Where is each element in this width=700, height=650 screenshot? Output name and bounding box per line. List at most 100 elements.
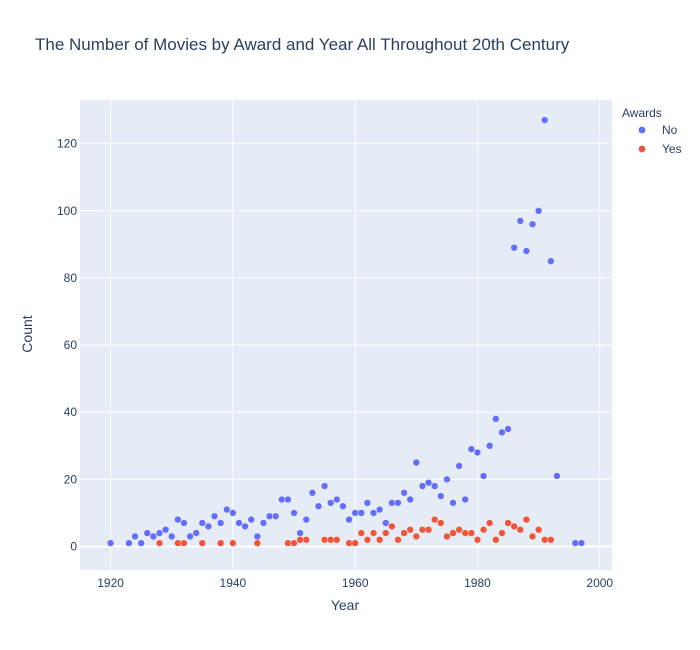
data-point: [278, 495, 286, 504]
data-point: [253, 532, 261, 541]
y-tick-label: 60: [64, 338, 78, 352]
data-point: [174, 539, 182, 547]
data-point: [382, 529, 390, 537]
y-tick-label: 120: [57, 137, 77, 151]
data-point: [302, 536, 310, 544]
data-point: [339, 502, 347, 510]
data-point: [498, 529, 506, 537]
data-point: [314, 502, 323, 510]
data-point: [137, 539, 145, 547]
data-point: [204, 522, 213, 530]
data-point: [259, 519, 268, 527]
data-point: [516, 526, 524, 534]
data-point: [210, 512, 219, 520]
data-point: [535, 207, 543, 215]
data-point: [547, 257, 555, 265]
data-point: [504, 519, 512, 527]
data-point: [357, 529, 365, 537]
data-point: [369, 529, 378, 537]
x-tick-label: 2000: [586, 576, 613, 590]
data-point: [394, 499, 402, 507]
data-point: [180, 519, 188, 527]
data-point: [418, 482, 427, 490]
data-point: [547, 536, 555, 544]
data-point: [192, 529, 200, 537]
y-tick-label: 80: [64, 271, 78, 285]
data-point: [333, 495, 341, 504]
data-point: [577, 539, 586, 547]
y-tick-label: 20: [64, 472, 78, 486]
data-point: [406, 526, 414, 534]
data-point: [265, 512, 274, 520]
data-point: [492, 415, 500, 423]
x-tick-label: 1940: [220, 576, 247, 590]
data-point: [363, 499, 372, 507]
data-point: [449, 529, 457, 537]
data-point: [333, 536, 341, 544]
data-point: [302, 516, 310, 524]
data-point: [290, 539, 298, 547]
plot-area: [80, 100, 612, 570]
data-point: [229, 539, 237, 547]
data-point: [437, 492, 445, 500]
data-point: [327, 499, 335, 507]
data-point: [198, 519, 206, 527]
data-point: [535, 526, 543, 534]
data-point: [241, 522, 249, 530]
chart-title: The Number of Movies by Award and Year A…: [35, 35, 570, 54]
x-tick-label: 1960: [342, 576, 369, 590]
data-point: [400, 489, 408, 497]
data-point: [522, 247, 530, 255]
data-point: [461, 495, 469, 504]
data-point: [424, 479, 433, 487]
data-point: [143, 529, 151, 537]
data-point: [149, 532, 157, 541]
legend-marker: [638, 126, 646, 134]
data-point: [369, 509, 378, 517]
data-point: [412, 532, 420, 541]
data-point: [498, 428, 506, 436]
y-tick-label: 100: [57, 204, 77, 218]
data-point: [186, 532, 194, 541]
legend-title: Awards: [622, 106, 662, 120]
data-point: [351, 539, 359, 547]
y-tick-label: 0: [70, 540, 77, 554]
data-point: [443, 532, 451, 541]
data-point: [320, 536, 329, 544]
data-point: [382, 519, 390, 527]
data-point: [479, 472, 488, 480]
series-yes: [155, 516, 555, 547]
data-point: [449, 499, 457, 507]
data-point: [394, 536, 402, 544]
data-point: [351, 509, 359, 517]
gridlines: [80, 100, 612, 570]
data-point: [388, 499, 396, 507]
data-point: [229, 509, 237, 517]
data-point: [443, 475, 451, 483]
data-point: [571, 539, 579, 547]
data-point: [486, 442, 494, 450]
data-point: [424, 526, 433, 534]
data-point: [131, 532, 139, 541]
data-point: [473, 536, 482, 544]
data-point: [174, 516, 182, 524]
y-tick-label: 40: [64, 405, 78, 419]
data-point: [388, 522, 396, 530]
data-point: [400, 529, 408, 537]
data-point: [541, 536, 549, 544]
data-point: [541, 116, 549, 124]
data-point: [345, 516, 353, 524]
data-point: [296, 529, 304, 537]
series-no: [106, 116, 586, 547]
data-point: [504, 425, 512, 433]
data-point: [516, 217, 524, 225]
data-point: [168, 532, 176, 541]
data-point: [284, 539, 292, 547]
data-point: [553, 472, 561, 480]
data-point: [522, 516, 530, 524]
data-point: [437, 519, 445, 527]
data-point: [223, 505, 231, 514]
data-point: [376, 536, 384, 544]
data-point: [455, 526, 463, 534]
data-point: [217, 519, 225, 527]
